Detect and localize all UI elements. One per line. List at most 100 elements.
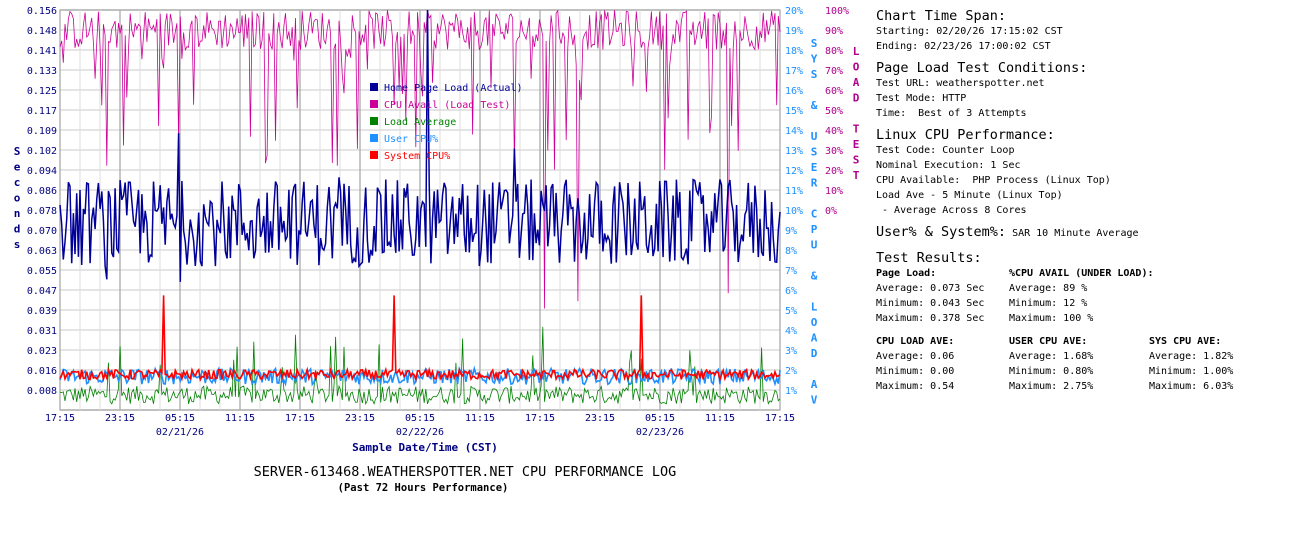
series-page-load [59,9,781,282]
legend-label: User CPU% [384,134,438,145]
sys-cpu-average: Average: 1.82% [1149,351,1234,362]
right-loadtest-tick-label: 100% [825,6,849,17]
legend-swatch [370,83,378,91]
left-tick-label: 0.148 [27,26,57,37]
right-loadtest-tick-label: 30% [825,146,843,157]
right-cpu-tick-label: 8% [785,246,797,257]
results-title: Test Results: [876,250,982,266]
left-tick-label: 0.008 [27,386,57,397]
page-load-minimum: Minimum: 0.043 Sec [876,298,985,309]
right-loadtest-tick-label: 60% [825,86,843,97]
x-tick-label: 05:15 [405,413,435,424]
x-tick-label: 23:15 [345,413,375,424]
x-tick-label: 05:15 [645,413,675,424]
right-cpu-tick-label: 18% [785,46,803,57]
series-load-average [59,326,781,406]
chart-subtitle: (Past 72 Hours Performance) [338,482,509,494]
test-time: Time: Best of 3 Attempts [876,108,1027,119]
right-loadtest-tick-label: 50% [825,106,843,117]
right-cpu-tick-label: 6% [785,286,797,297]
legend-swatch [370,117,378,125]
right-cpu-label-char: U [811,239,818,252]
right-cpu-tick-label: 9% [785,226,797,237]
right-loadtest-label-char: D [853,92,860,105]
right-cpu-tick-label: 13% [785,146,803,157]
x-date-label: 02/22/26 [396,427,444,438]
right-cpu-tick-label: 5% [785,306,797,317]
left-tick-label: 0.156 [27,6,57,17]
right-axis-loadtest-ticks: 100% 90% 80% 70% 60% 50% 40% 30% 20% 10% 0% [825,6,849,217]
right-axis-cpu-ticks: 20% 19% 18% 17% 16% 15% 14% 13% 12% 11% 10% 9% 8% 7% 6… [785,6,803,397]
left-tick-label: 0.031 [27,326,57,337]
right-loadtest-tick-label: 0% [825,206,837,217]
legend-swatch [370,100,378,108]
x-date-label: 02/21/26 [156,427,204,438]
test-url: Test URL: weatherspotter.net [876,78,1045,89]
x-date-label: 02/23/26 [636,427,684,438]
left-axis-ticks: 0.156 0.148 0.141 0.133 0.125 0.117 0.109 0.102… [27,6,57,397]
right-cpu-tick-label: 12% [785,166,803,177]
right-cpu-tick-label: 7% [785,266,797,277]
left-tick-label: 0.055 [27,266,57,277]
cpu-load-ave: Load Ave - 5 Minute (Linux Top) [876,190,1063,201]
left-tick-label: 0.109 [27,126,57,137]
right-loadtest-tick-label: 70% [825,66,843,77]
conditions-title: Page Load Test Conditions: [876,60,1088,76]
left-axis-label-char: n [14,207,21,220]
chart-title: SERVER-613468.WEATHERSPOTTER.NET CPU PER… [254,464,677,480]
right-loadtest-label-char: T [853,169,860,182]
left-axis-label-char: s [14,238,21,251]
right-cpu-label-char: V [811,394,818,407]
x-axis-ticks: 17:15 23:15 05:15 11:15 17:15 23:15 05:15 11:15… [45,413,795,424]
legend-label: System CPU% [384,151,450,162]
series-cpu-avail [59,9,781,309]
right-cpu-tick-label: 16% [785,86,803,97]
cpu-avail-minimum: Minimum: 12 % [1009,298,1088,309]
right-cpu-tick-label: 15% [785,106,803,117]
left-axis-label-char: d [14,223,21,236]
x-tick-label: 17:15 [525,413,555,424]
right-cpu-label-char: & [811,270,818,283]
right-loadtest-label-char: T [853,123,860,136]
right-cpu-tick-label: 3% [785,346,797,357]
load-ave-minimum: Minimum: 0.00 [876,366,955,377]
right-loadtest-tick-label: 10% [825,186,843,197]
right-cpu-tick-label: 14% [785,126,803,137]
right-loadtest-label-char: L [853,45,860,58]
cpu-test-code: Test Code: Counter Loop [876,145,1015,156]
right-loadtest-tick-label: 40% [825,126,843,137]
cpu-cores: - Average Across 8 Cores [876,205,1027,216]
span-start: Starting: 02/20/26 17:15:02 CST [876,26,1063,37]
span-title: Chart Time Span: [876,8,1007,24]
right-cpu-label-char: C [811,208,818,221]
x-tick-label: 11:15 [705,413,735,424]
right-cpu-tick-label: 4% [785,326,797,337]
left-axis-label-char: c [14,176,21,189]
legend-label: CPU Avail (Load Test) [384,100,510,111]
left-axis-label-char: o [14,192,21,205]
left-tick-label: 0.047 [27,286,57,297]
right-cpu-tick-label: 20% [785,6,803,17]
right-loadtest-tick-label: 90% [825,26,843,37]
left-tick-label: 0.063 [27,246,57,257]
left-axis-label-char: e [14,161,21,174]
left-tick-label: 0.078 [27,206,57,217]
x-tick-label: 11:15 [465,413,495,424]
load-ave-header: CPU LOAD AVE: [876,336,955,347]
right-cpu-tick-label: 11% [785,186,803,197]
right-cpu-tick-label: 19% [785,26,803,37]
left-tick-label: 0.039 [27,306,57,317]
info-panel: Chart Time Span: Starting: 02/20/26 17:1… [876,8,1296,400]
right-loadtest-tick-label: 20% [825,166,843,177]
page-load-header: Page Load: [876,268,937,279]
right-cpu-label-char: P [811,223,818,236]
right-cpu-label-char: S [811,68,818,81]
x-tick-label: 23:15 [105,413,135,424]
right-loadtest-label-char: E [853,138,860,151]
right-cpu-tick-label: 2% [785,366,797,377]
left-tick-label: 0.117 [27,106,57,117]
user-system-note: SAR 10 Minute Average [1012,228,1139,239]
sys-cpu-maximum: Maximum: 6.03% [1149,381,1234,392]
left-axis-label-char: S [14,145,21,158]
